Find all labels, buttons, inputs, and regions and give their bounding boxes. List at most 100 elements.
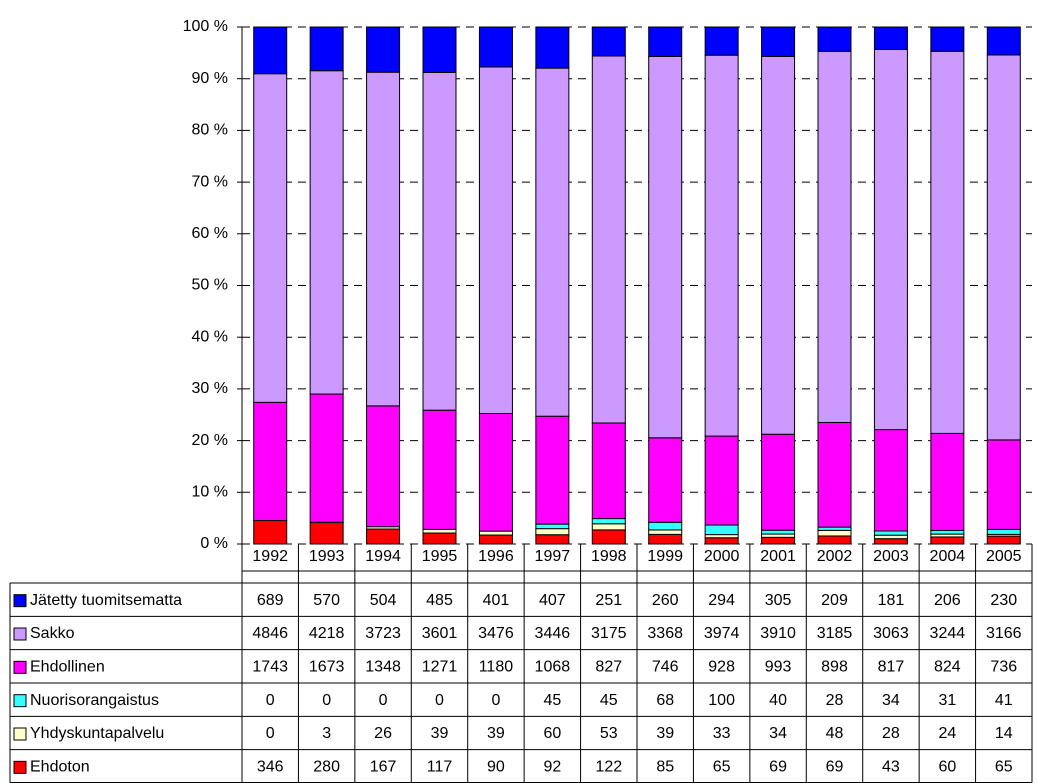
table-value: 65 <box>995 759 1013 776</box>
bar-segment <box>535 67 570 417</box>
y-tick-label: 0 % <box>200 535 228 552</box>
bar-segment <box>478 534 513 545</box>
bar-segment <box>535 415 570 525</box>
table-value: 1743 <box>252 659 288 676</box>
table-value: 827 <box>595 659 622 676</box>
bar-segment <box>309 26 344 72</box>
table-value: 14 <box>995 725 1013 742</box>
table-value: 294 <box>708 592 735 609</box>
x-tick-label: 1999 <box>647 548 683 565</box>
table-value: 0 <box>435 692 444 709</box>
table-value: 0 <box>266 725 275 742</box>
y-tick-label: 40 % <box>192 328 228 345</box>
legend-label: Yhdyskuntapalvelu <box>30 725 164 742</box>
table-value: 60 <box>543 725 561 742</box>
table-value: 817 <box>878 659 905 676</box>
bar-segment <box>309 70 344 395</box>
table-value: 206 <box>934 592 961 609</box>
y-tick-label: 10 % <box>192 484 228 501</box>
table-value: 40 <box>769 692 787 709</box>
table-value: 69 <box>769 759 787 776</box>
x-tick-label: 1994 <box>365 548 401 565</box>
table-value: 4846 <box>252 625 288 642</box>
x-tick-label: 2001 <box>760 548 796 565</box>
table-value: 90 <box>487 759 505 776</box>
bar-segment <box>986 528 1021 535</box>
bar-segment <box>535 523 570 530</box>
bar-segment <box>591 518 626 525</box>
bar-segment <box>591 55 626 424</box>
bar-segment <box>761 55 796 435</box>
x-tick-label: 1993 <box>309 548 345 565</box>
table-value: 485 <box>426 592 453 609</box>
x-tick-label: 1992 <box>252 548 288 565</box>
x-tick-label: 2005 <box>986 548 1022 565</box>
bar-segment <box>253 401 288 522</box>
bar-segment <box>422 26 457 73</box>
table-value: 41 <box>995 692 1013 709</box>
bar-segment <box>422 528 457 534</box>
bar-segment <box>817 535 852 545</box>
bar-segment <box>648 533 683 545</box>
bar-segment <box>873 530 908 536</box>
bar-segment <box>704 54 739 437</box>
bar-segment <box>761 433 796 531</box>
table-value: 3 <box>322 725 331 742</box>
bar-segment <box>478 26 513 68</box>
bar-segment <box>535 534 570 545</box>
table-value: 69 <box>826 759 844 776</box>
table-value: 3244 <box>930 625 966 642</box>
bar-segment <box>591 422 626 520</box>
bar-segment <box>817 50 852 423</box>
table-value: 260 <box>652 592 679 609</box>
y-tick-label: 100 % <box>183 18 228 35</box>
bar-segment <box>704 524 739 536</box>
bar-segment <box>309 522 344 545</box>
bar-segment <box>761 26 796 57</box>
table-value: 1271 <box>422 659 458 676</box>
table-value: 68 <box>656 692 674 709</box>
table-value: 3166 <box>986 625 1022 642</box>
table-value: 993 <box>765 659 792 676</box>
table-value: 689 <box>257 592 284 609</box>
bar-segment <box>817 421 852 528</box>
bar-segment <box>930 432 965 531</box>
x-tick-label: 1997 <box>535 548 571 565</box>
table-value: 39 <box>656 725 674 742</box>
table-value: 167 <box>370 759 397 776</box>
table-value: 3723 <box>365 625 401 642</box>
bar-segment <box>591 529 626 545</box>
x-tick-label: 2003 <box>873 548 909 565</box>
bar-segment <box>591 26 626 57</box>
bar-segment <box>761 536 796 545</box>
x-tick-label: 2000 <box>704 548 740 565</box>
bar-segment <box>873 534 908 540</box>
bar-segment <box>366 528 401 545</box>
table-value: 60 <box>938 759 956 776</box>
y-tick-label: 90 % <box>192 70 228 87</box>
table-value: 48 <box>826 725 844 742</box>
bar-segment <box>366 26 401 73</box>
bar-segment <box>986 26 1021 56</box>
table-value: 209 <box>821 592 848 609</box>
table-value: 0 <box>491 692 500 709</box>
legend-swatch <box>13 594 27 608</box>
table-value: 898 <box>821 659 848 676</box>
table-value: 181 <box>878 592 905 609</box>
table-value: 43 <box>882 759 900 776</box>
bar-segment <box>648 521 683 531</box>
bar-segment <box>422 409 457 530</box>
bar-segment <box>648 437 683 523</box>
bar-segment <box>648 529 683 535</box>
table-value: 0 <box>266 692 275 709</box>
table-value: 746 <box>652 659 679 676</box>
table-value: 3601 <box>422 625 458 642</box>
bar-segment <box>535 26 570 69</box>
table-value: 65 <box>713 759 731 776</box>
x-tick-label: 1998 <box>591 548 627 565</box>
table-value: 31 <box>938 692 956 709</box>
bar-segment <box>704 26 739 56</box>
table-value: 3368 <box>647 625 683 642</box>
table-value: 117 <box>427 759 453 776</box>
